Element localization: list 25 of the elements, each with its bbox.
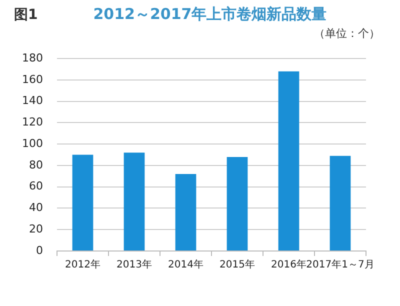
bar — [72, 154, 94, 250]
text: （单位：个） — [314, 26, 380, 41]
bar — [226, 156, 248, 250]
bar — [175, 174, 196, 250]
chart-title: 2012～2017年上市卷烟新品数量 — [92, 5, 328, 24]
x-tick-label: 2015年 — [220, 258, 255, 271]
y-tick-label: 160 — [22, 72, 43, 86]
bar — [278, 71, 300, 250]
y-tick-label: 180 — [22, 51, 43, 64]
y-tick-label: 60 — [28, 180, 43, 193]
x-tick-label: 2012年 — [65, 258, 100, 271]
x-tick-label: 2017年1～7月 — [306, 258, 374, 271]
y-tick-label: 20 — [28, 222, 43, 236]
x-tick-label: 2013年 — [116, 258, 152, 271]
y-tick-label: 0 — [36, 244, 43, 257]
y-tick-label: 100 — [22, 136, 43, 150]
y-tick-label: 120 — [22, 116, 43, 129]
x-tick-label: 2016年 — [271, 258, 306, 271]
y-tick-label: 140 — [22, 94, 43, 108]
bar — [330, 156, 351, 250]
x-tick-label: 2014年 — [168, 258, 204, 271]
caption: 图1 — [14, 6, 38, 24]
bar — [124, 152, 145, 250]
y-tick-label: 40 — [28, 201, 43, 214]
y-tick-label: 80 — [28, 158, 43, 172]
